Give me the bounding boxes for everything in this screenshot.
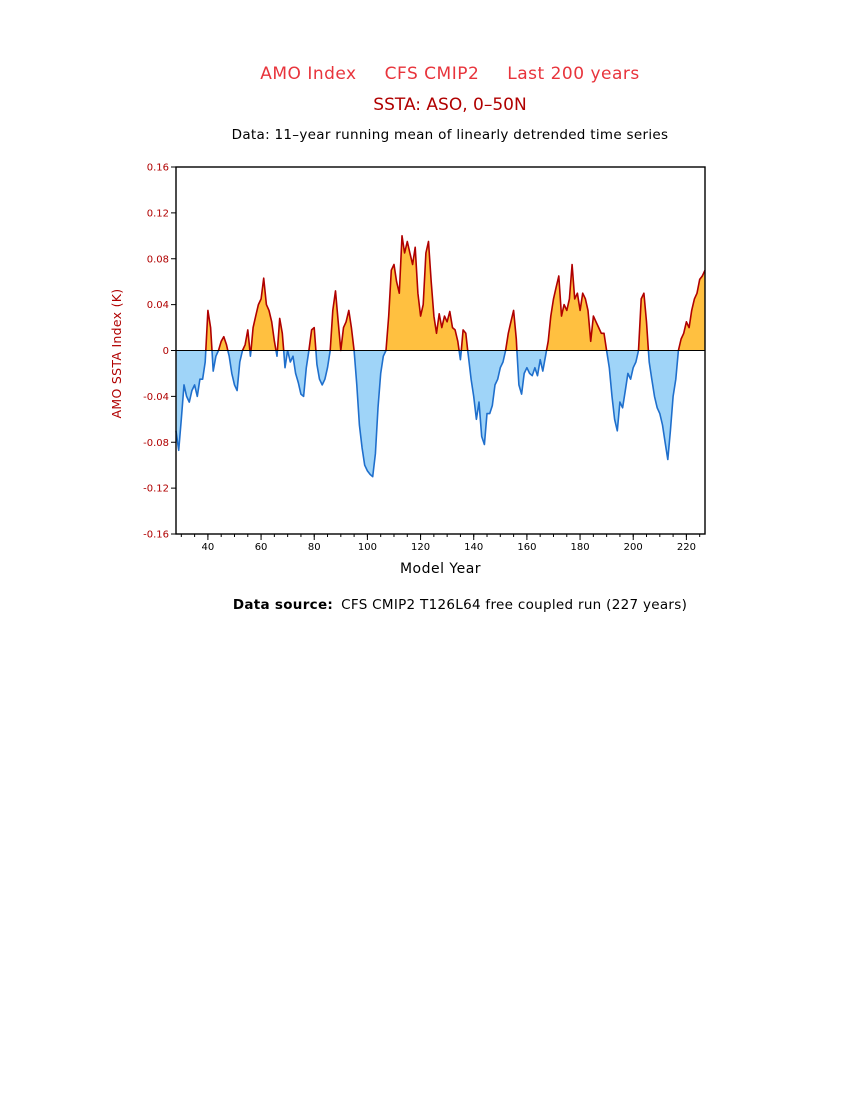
positive-line-17 [385,235,460,351]
data-source-text: CFS CMIP2 T126L64 free coupled run (227 … [341,597,688,613]
negative-line-8 [275,350,279,357]
positive-line-9 [276,317,285,351]
negative-line-22 [516,350,548,395]
negative-area-4 [227,350,243,391]
y-tick-label: -0.12 [143,484,169,495]
negative-area-0 [176,350,206,451]
negative-line-6 [249,350,252,357]
negative-area-24 [606,350,639,431]
negative-line-2 [211,350,220,372]
negative-line-24 [605,350,640,432]
x-tick-label: 80 [308,542,321,553]
positive-area-7 [251,278,276,351]
negative-line-0 [175,350,207,452]
data-source: Data source: CFS CMIP2 T126L64 free coupl… [0,597,850,613]
positive-line-1 [205,309,213,351]
x-tick-label: 160 [517,542,536,553]
positive-area-3 [218,336,228,351]
negative-line-16 [353,350,387,478]
x-tick-label: 40 [202,542,215,553]
negative-line-14 [315,350,331,386]
chart-description: Data: 11–year running mean of linearly d… [231,127,669,143]
negative-line-12 [286,350,310,398]
negative-area-26 [648,350,679,460]
data-source-label: Data source: [232,597,334,613]
y-tick-label: 0.04 [147,300,169,311]
negative-line-26 [647,350,680,461]
x-tick-label: 120 [411,542,430,553]
negative-line-4 [227,350,244,392]
x-tick-label: 60 [255,542,268,553]
chart-title: AMO Index CFS CMIP2 Last 200 years [0,64,850,84]
y-tick-label: -0.08 [143,438,169,449]
y-tick-label: 0 [163,346,169,357]
positive-line-15 [329,290,355,352]
positive-line-13 [308,326,317,351]
y-tick-label: -0.04 [143,392,169,403]
title-index: AMO Index [260,64,357,84]
y-tick-label: 0.12 [147,208,169,219]
title-period: Last 200 years [507,64,640,84]
negative-area-20 [467,350,506,445]
y-tick-label: 0.08 [147,254,169,265]
x-tick-label: 100 [358,542,377,553]
negative-area-12 [287,350,309,397]
x-tick-label: 140 [464,542,483,553]
negative-area-22 [516,350,547,395]
positive-line-21 [504,309,518,351]
y-tick-label: 0.16 [147,163,169,174]
positive-area-9 [277,318,284,351]
x-tick-label: 220 [677,542,696,553]
axes: -0.16 -0.12 -0.08 -0.04 0 0.04 0.08 0.12 0.16 40 6… [109,163,706,577]
y-axis-label: AMO SSTA Index (K) [109,289,124,419]
negative-line-18 [458,350,463,361]
x-tick-label: 180 [571,542,590,553]
positive-line-27 [677,269,706,351]
positive-line-25 [637,292,650,351]
positive-area-23 [546,264,607,351]
x-tick-label: 200 [624,542,643,553]
positive-line-19 [460,329,469,351]
negative-line-10 [282,350,289,369]
positive-line-7 [250,277,277,351]
positive-area-17 [386,235,460,351]
positive-line-5 [241,329,251,351]
title-model: CFS CMIP2 [384,64,480,84]
x-axis-label: Model Year [400,561,481,577]
negative-line-20 [466,350,507,446]
chart-subtitle: SSTA: ASO, 0–50N [373,95,527,115]
plot-area [175,235,706,478]
y-tick-label: -0.16 [143,530,169,541]
positive-line-23 [545,263,608,351]
positive-area-1 [205,310,212,351]
positive-line-3 [217,335,229,351]
